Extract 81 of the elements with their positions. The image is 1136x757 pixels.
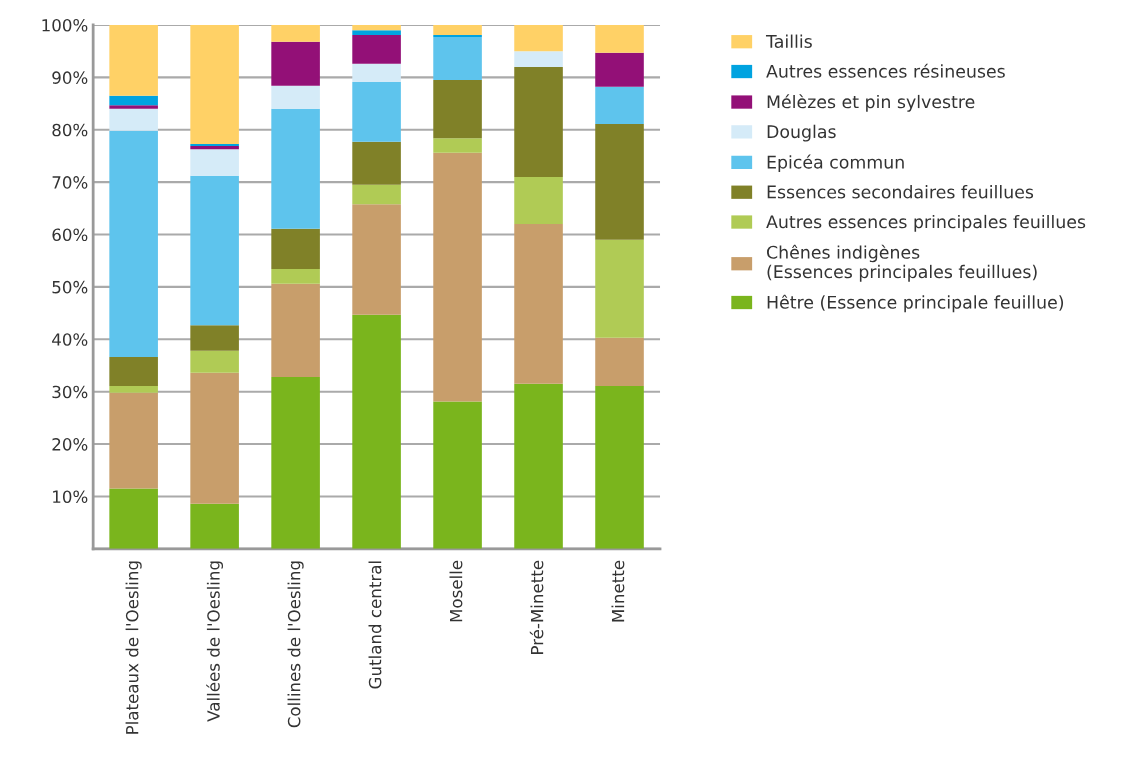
y-tick-label: 20% [52,438,88,451]
bar [595,385,644,549]
bar [109,392,158,489]
bar [352,34,401,64]
legend-label: Hêtre (Essence principale feuillue) [767,294,1064,313]
y-tick-label: 50% [52,280,88,294]
bar [514,224,563,384]
bar [190,145,239,150]
y-tick-label: 70% [52,176,88,189]
bar [352,30,401,35]
bar [190,24,239,144]
x-tick-label: Collines de l'Oesling [287,561,304,728]
bar [433,37,482,80]
bar [109,95,158,106]
y-tick-label: 80% [52,123,88,137]
legend-label: Essences secondaires feuillues [767,185,1034,199]
bar [271,283,320,377]
x-tick-label: Plateaux de l'Oesling [125,561,142,734]
bar [190,325,239,351]
bar [109,357,158,386]
y-tick-label: 100% [42,18,88,32]
bar [190,503,239,549]
bar [433,24,482,35]
bar [271,85,320,109]
bar [271,41,320,86]
bar [109,105,158,109]
y-tick-label: 60% [52,228,88,242]
bar [433,34,482,38]
bar [352,82,401,142]
bar [514,383,563,549]
bar [190,372,239,504]
y-tick-label: 90% [52,71,88,84]
y-tick-label: 10% [53,490,88,504]
x-tick-label: Moselle [449,560,463,622]
bar [433,138,482,153]
bar [514,24,563,52]
bar [514,51,563,67]
legend-label: Autres essences principales feuillues [766,214,1086,232]
legend-label: Taillis [765,34,812,48]
y-tick-label: 30% [52,385,88,399]
x-tick-label: Vallées de l'Oesling [206,561,224,722]
bar [190,143,239,146]
bar [352,24,401,31]
legend-label: Chênes indigènes (Essences principales feuillues) [767,244,1037,282]
bar [433,152,482,402]
bar [271,228,320,270]
legend-label: Autres essences résineuses [766,63,1005,78]
bar [190,149,239,176]
bar [352,204,401,315]
legend-label: Epicéa commun [767,154,904,173]
bar [595,86,644,124]
bar [352,184,401,205]
y-tick-label: 40% [52,333,88,346]
bar [271,269,320,284]
bar [109,130,158,358]
bar [595,337,644,386]
bar [595,52,644,87]
bar [271,108,320,229]
bar [595,239,644,338]
bar [352,141,401,185]
bar [433,79,482,139]
bar [514,66,563,177]
bar [595,24,644,53]
bar [109,24,158,96]
bar [109,108,158,131]
bar [190,175,239,326]
bar [433,401,482,549]
x-tick-label: Gutland central [368,561,382,689]
bar [352,314,401,549]
bar [109,488,158,549]
bar [190,350,239,373]
bar [271,24,320,42]
legend-label: Douglas [767,124,836,142]
bar [271,377,320,549]
x-tick-label: Minette [611,560,625,622]
x-tick-label: Pré-Minette [529,560,544,654]
bar [514,176,563,225]
bar [595,123,644,240]
legend-label: Mélèzes et pin sylvestre [767,94,975,112]
bar [352,63,401,83]
bar [109,385,158,393]
